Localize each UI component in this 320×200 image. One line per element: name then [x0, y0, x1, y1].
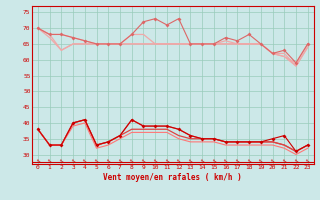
Text: ←: ← [58, 157, 65, 164]
Text: ←: ← [93, 157, 100, 164]
Text: ←: ← [128, 157, 135, 164]
Text: ←: ← [234, 157, 241, 164]
Text: ←: ← [293, 157, 299, 164]
Text: ←: ← [258, 157, 264, 164]
Text: ←: ← [164, 157, 170, 164]
Text: ←: ← [82, 157, 88, 164]
Text: ←: ← [187, 157, 194, 164]
X-axis label: Vent moyen/en rafales ( km/h ): Vent moyen/en rafales ( km/h ) [103, 173, 242, 182]
Text: ←: ← [199, 157, 205, 164]
Text: ←: ← [140, 157, 147, 164]
Text: ←: ← [281, 157, 288, 164]
Text: ←: ← [46, 157, 53, 164]
Text: ←: ← [152, 157, 158, 164]
Text: ←: ← [246, 157, 252, 164]
Text: ←: ← [211, 157, 217, 164]
Text: ←: ← [105, 157, 112, 164]
Text: ←: ← [304, 157, 311, 164]
Text: ←: ← [70, 157, 76, 164]
Text: ←: ← [117, 157, 123, 164]
Text: ←: ← [175, 157, 182, 164]
Text: ←: ← [35, 157, 41, 164]
Text: ←: ← [222, 157, 229, 164]
Text: ←: ← [269, 157, 276, 164]
